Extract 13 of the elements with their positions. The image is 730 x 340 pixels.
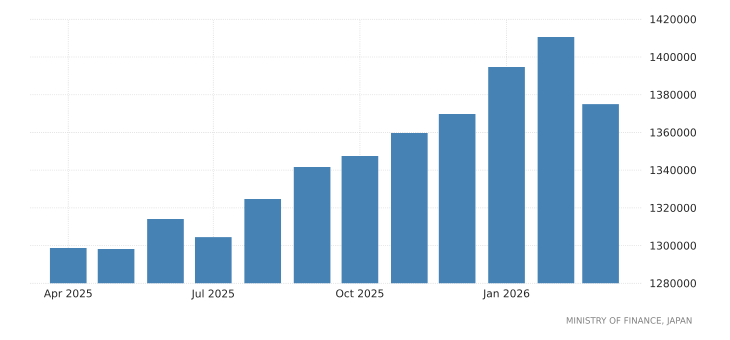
y-tick-label: 1400000 <box>650 52 696 62</box>
x-tick-label: Jul 2025 <box>191 289 234 300</box>
x-tick-label: Jan 2026 <box>482 289 530 300</box>
y-tick-label: 1380000 <box>650 90 696 99</box>
y-tick-label: 1340000 <box>650 166 696 174</box>
x-tick-label: Apr 2025 <box>44 289 92 300</box>
text: MINISTRY OF FINANCE, JAPAN <box>566 317 692 326</box>
y-tick-label: 1300000 <box>650 242 696 250</box>
y-tick-label: 1360000 <box>650 128 696 136</box>
y-tick-label: 1420000 <box>650 15 696 24</box>
y-tick-label: 1280000 <box>650 279 696 288</box>
y-tick-label: 1320000 <box>650 204 696 212</box>
x-tick-label: Oct 2025 <box>336 289 384 298</box>
